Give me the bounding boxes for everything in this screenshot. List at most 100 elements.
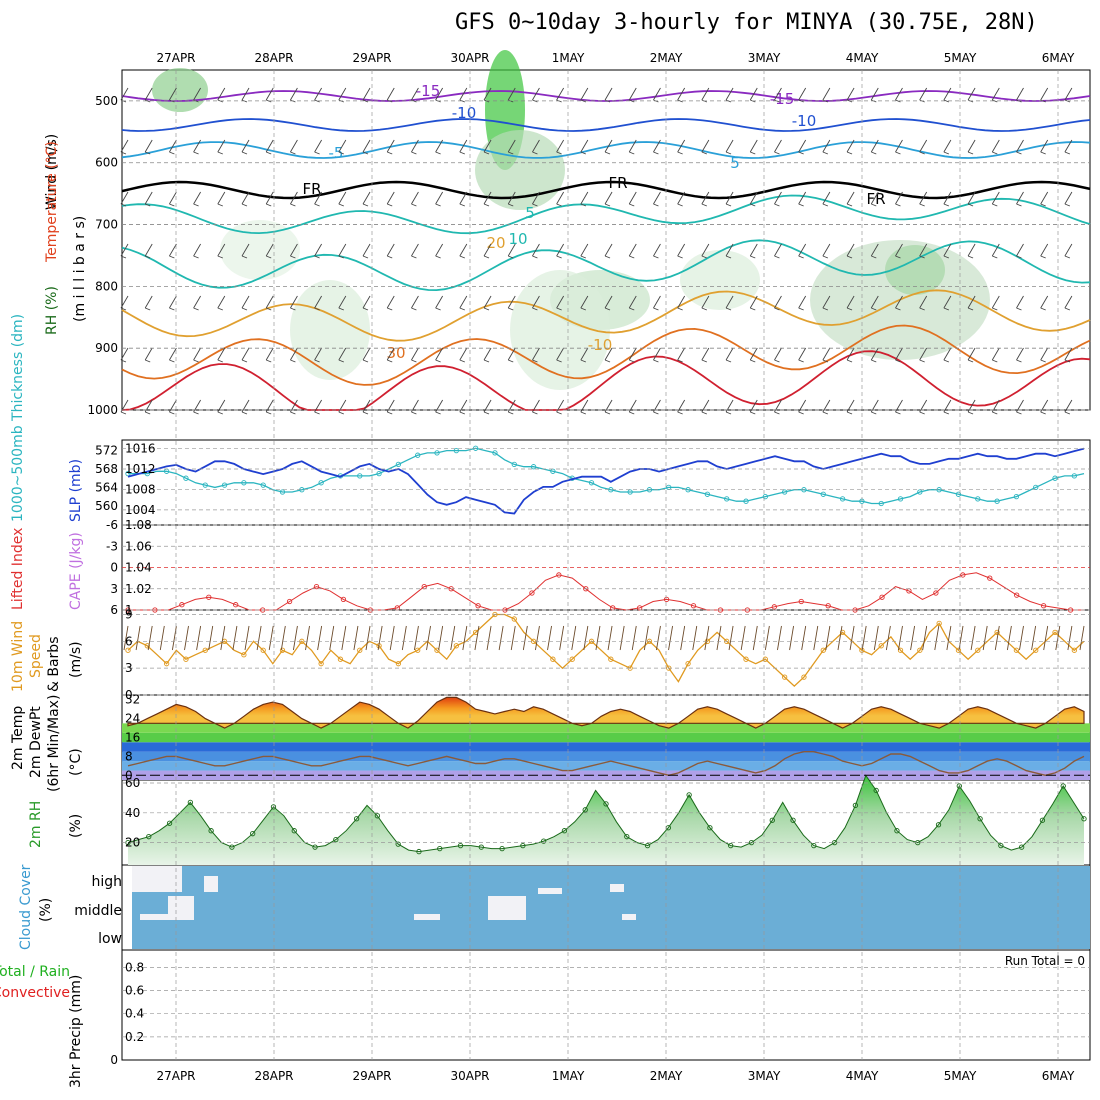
slp-tick: 1012 [125, 462, 156, 476]
wind-barb [290, 295, 298, 309]
rh-shade [475, 130, 565, 210]
wind-barb-flag [919, 307, 925, 311]
wind-barb-10m [1031, 625, 1037, 651]
wind-barb [846, 191, 855, 205]
wind-barb-flag [677, 359, 683, 363]
rh-line-point [291, 828, 297, 834]
wind-barb-flag [774, 411, 780, 415]
wind-barb-flag [290, 255, 296, 259]
wind-barb-flag [483, 359, 490, 363]
wind-barb [749, 295, 758, 309]
rh-line-point [935, 822, 942, 828]
wind-barb-flag [145, 411, 151, 415]
wind-barb [193, 295, 201, 309]
precip-tick: 0.4 [125, 1007, 144, 1021]
wind-barb-flag [1016, 411, 1022, 415]
wind-barb [290, 347, 298, 361]
thickness-line-point [434, 450, 440, 456]
wind-barb-flag [169, 255, 175, 259]
wind-barb-10m [184, 625, 189, 651]
wind-barb-flag [919, 255, 925, 259]
y-tick-label: 900 [95, 341, 118, 355]
temp-axis-label: Temperature (°C) [44, 141, 60, 263]
wind-barb-flag [169, 307, 175, 311]
wind-barb-flag [653, 411, 659, 415]
wind-barb [1064, 139, 1073, 153]
wind-barb [1040, 243, 1049, 257]
wind-barb-flag [895, 151, 901, 155]
rh-shade [680, 250, 760, 310]
precip-label: 3hr Precip (mm) [68, 975, 84, 1088]
wind-barb-flag [338, 307, 344, 311]
lifted-index-label: Lifted Index [10, 528, 26, 610]
wind-barb-flag [846, 255, 853, 259]
wind-barb [895, 347, 903, 361]
wind-barb-flag [483, 151, 490, 155]
wind-barb [967, 347, 976, 361]
wind-line-point [202, 647, 208, 653]
wind-barb-flag [314, 255, 320, 259]
cape-line-point [475, 603, 481, 609]
wind-line-point [434, 647, 440, 653]
wind-barb [532, 87, 540, 101]
wind-barb [411, 347, 419, 361]
wind-barb-10m [522, 625, 528, 651]
wind-barb [653, 139, 661, 153]
wind-barb-flag [556, 255, 562, 259]
wind-barb-flag [387, 151, 393, 155]
wind-barb-flag [459, 99, 466, 103]
wind-barb [846, 399, 855, 413]
wind-barb-flag [871, 307, 877, 311]
contour-label: -10 [588, 336, 613, 354]
thickness-line-point [318, 480, 324, 486]
wind-barb [653, 295, 661, 309]
wind-barb-flag [435, 151, 441, 155]
wind-barb-10m [232, 625, 238, 651]
thickness-line-point [839, 496, 846, 502]
thickness-line-point [994, 498, 1000, 504]
wind-barb-flag [992, 359, 998, 363]
wind-barb-10m [716, 625, 722, 651]
temp-area [127, 696, 1085, 729]
wind-barb-flag [241, 151, 248, 155]
wind-barb-flag [266, 411, 272, 415]
wind-line-point [279, 647, 286, 653]
date-label-bottom: 29APR [352, 1069, 391, 1083]
wind-barb-10m [365, 625, 371, 651]
wind-barb [314, 399, 323, 413]
wind-barb [967, 87, 976, 101]
wind-barb-flag [338, 255, 344, 259]
rh-tick: 20 [125, 836, 140, 850]
contour-label: FR [302, 180, 321, 198]
date-label-top: 30APR [450, 51, 489, 65]
wind-barb-flag [241, 411, 248, 415]
wind-barb [822, 243, 831, 257]
wind-line-point [125, 647, 131, 653]
wind-barb [386, 191, 395, 205]
date-label-bottom: 2MAY [650, 1069, 683, 1083]
wind-barb-flag [120, 255, 127, 259]
wind-barb-flag [241, 359, 248, 363]
wind-barb-flag [629, 151, 635, 155]
wind-barb-flag [483, 307, 490, 311]
wind-barb [290, 243, 298, 257]
wind-barb [193, 139, 201, 153]
wind-barb-flag [435, 255, 441, 259]
wind-barb-flag [556, 151, 562, 155]
wind-barb-flag [217, 255, 223, 259]
wind-line-point [395, 661, 402, 667]
cape-line-point [556, 572, 562, 578]
wind-barb-flag [338, 151, 344, 155]
wind-barb-flag [822, 203, 829, 207]
rh-line-point [769, 817, 775, 823]
wind-barb-flag [701, 151, 708, 155]
wind-barb-flag [701, 307, 708, 311]
rh-line-point [353, 816, 360, 822]
wind-barb-flag [846, 151, 853, 155]
wind-barb-10m [583, 625, 589, 651]
wind-barb-10m [305, 625, 310, 651]
wind-barb-flag [774, 255, 780, 259]
wind-barb-flag [653, 203, 659, 207]
wind-barb [846, 295, 855, 309]
precip-tick: 0.2 [125, 1030, 144, 1044]
